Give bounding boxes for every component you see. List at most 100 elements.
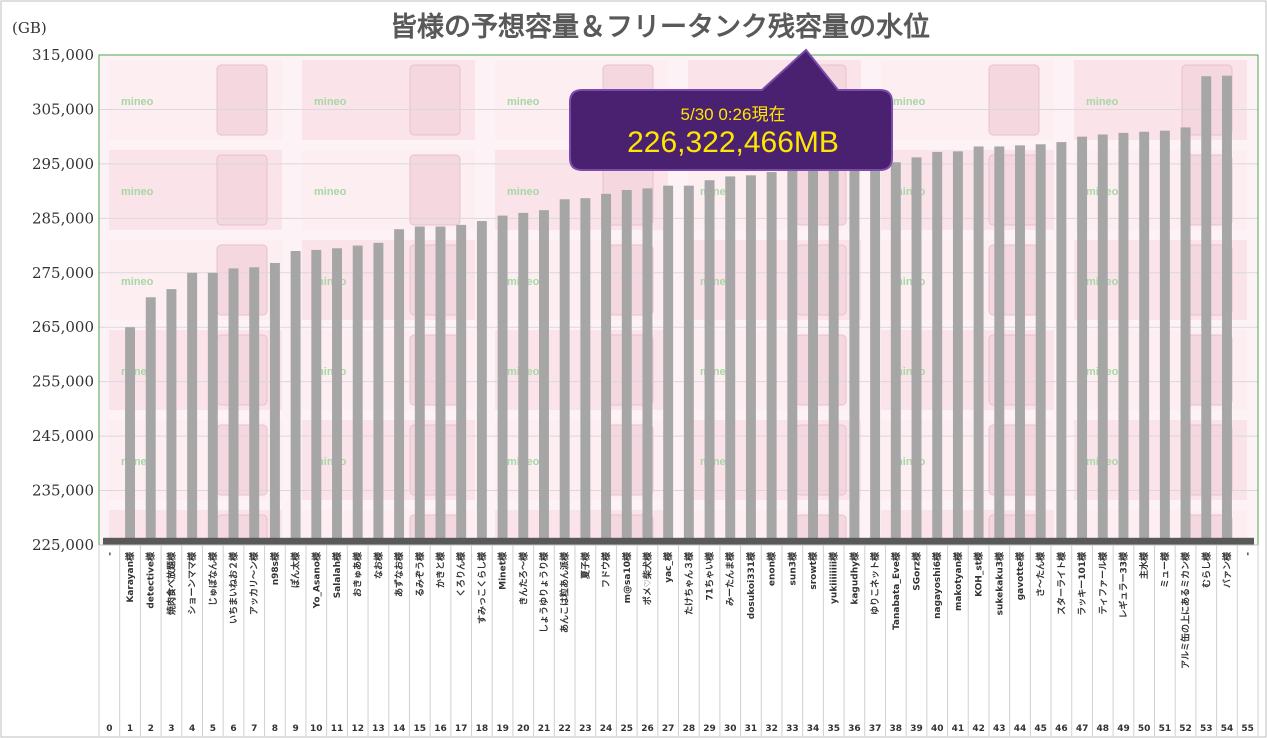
bar (911, 157, 922, 545)
bar (539, 210, 549, 545)
category-index: 19 (496, 724, 509, 734)
category-index: 3 (168, 724, 174, 734)
category-index: 6 (230, 724, 236, 734)
y-tick-label: 245,000 (32, 427, 94, 445)
category-label: おきゅあ様 (352, 551, 364, 597)
category-label: nagayoshi6様 (931, 551, 943, 619)
category-label: きんたろ～様 (517, 551, 529, 605)
category-label: yac_様 (662, 551, 674, 583)
category-label: gavotte様 (1014, 551, 1026, 600)
category-index: 26 (641, 724, 654, 734)
bar (1077, 136, 1088, 545)
category-index: 8 (272, 724, 278, 734)
category-index: 16 (434, 724, 447, 734)
bar (725, 176, 736, 545)
category-label: Karayan様 (124, 551, 136, 603)
category-label: KOH_st様 (973, 551, 985, 597)
category-label: なお様 (372, 551, 384, 579)
category-index: 41 (952, 724, 965, 734)
y-tick-label: 275,000 (32, 264, 94, 282)
y-tick-label: 255,000 (32, 373, 94, 391)
watermark-text: mineo (507, 96, 540, 108)
y-axis: 225,000 235,000 245,000 255,000 265,000 275,0… (32, 46, 94, 554)
category-index: 40 (931, 724, 944, 734)
category-label: いちまいねお２様 (228, 551, 240, 624)
bar (497, 215, 508, 545)
category-index: 17 (455, 724, 468, 734)
bar (683, 185, 694, 545)
category-index: 24 (600, 724, 613, 734)
category-index: 20 (517, 724, 530, 734)
category-index: 53 (1200, 724, 1213, 734)
category-label: さ～たん様 (1035, 551, 1047, 597)
category-label: sun3様 (786, 551, 798, 585)
category-index: 34 (807, 724, 820, 734)
category-label: detective様 (145, 551, 157, 609)
callout-shape (569, 48, 893, 171)
category-label: dosukoi331様 (745, 551, 757, 619)
bar (1097, 134, 1108, 545)
watermark-phone (216, 64, 268, 136)
watermark-phone (216, 424, 268, 496)
bar (932, 151, 943, 545)
bar (332, 248, 342, 545)
watermark-phone (409, 64, 461, 136)
category-index: 0 (106, 724, 112, 734)
bar (1118, 132, 1129, 545)
category-label: Minet様 (497, 551, 509, 590)
category-label: 焼肉食べ放題様 (165, 551, 177, 615)
category-label: すみっこくらし様 (476, 551, 488, 624)
category-index: 45 (1034, 724, 1047, 734)
category-index: 32 (765, 724, 778, 734)
watermark-phone (216, 154, 268, 226)
bar (849, 165, 860, 545)
category-label: Tanabata_Eve様 (890, 551, 902, 630)
category-index: 31 (745, 724, 758, 734)
watermark-text: mineo (121, 96, 154, 108)
watermark-text: mineo (121, 186, 154, 198)
category-label: srowt様 (807, 551, 819, 590)
bar (828, 166, 839, 545)
category-label: スターライト様 (1055, 551, 1067, 615)
bar (414, 226, 425, 545)
bar (745, 175, 756, 546)
y-tick-label: 295,000 (32, 155, 94, 173)
category-label: ぽん太様 (290, 551, 302, 588)
bar (787, 169, 798, 546)
category-index: 29 (703, 724, 716, 734)
category-label: enon様 (766, 551, 778, 586)
category-label: むらし様 (1200, 551, 1212, 588)
category-index: 50 (1138, 724, 1151, 734)
category-label: Yo_Asano様 (310, 551, 322, 609)
category-index: 14 (393, 724, 406, 734)
bar (870, 164, 881, 545)
watermark-phone (216, 244, 268, 316)
category-index: 38 (890, 724, 903, 734)
category-label: 71ちゃい様 (704, 551, 716, 601)
category-label: ラッキー101様 (1076, 551, 1088, 616)
category-label: ゆりこネット様 (869, 551, 881, 615)
category-index: 15 (414, 724, 427, 734)
category-index: 10 (310, 724, 323, 734)
category-label: Salalah様 (331, 551, 343, 598)
category-index: 22 (558, 724, 571, 734)
watermark-text: mineo (314, 186, 347, 198)
category-index: 4 (189, 724, 195, 734)
category-index: 37 (869, 724, 882, 734)
bar (952, 151, 963, 545)
category-label: m@sa10様 (621, 551, 633, 603)
y-unit-label: (GB) (12, 19, 47, 37)
category-index: 39 (910, 724, 923, 734)
category-index: 46 (1055, 724, 1068, 734)
bar (1221, 75, 1232, 545)
category-index: 30 (724, 724, 737, 734)
category-label: 主水様 (1138, 551, 1150, 579)
bar (1015, 145, 1025, 545)
callout-box: 5/30 0:26現在 226,322,466MB (569, 48, 893, 171)
bar (766, 172, 777, 546)
category-index: 5 (210, 724, 216, 734)
bar (145, 297, 156, 545)
category-index: 21 (538, 724, 551, 734)
bar (352, 245, 363, 546)
